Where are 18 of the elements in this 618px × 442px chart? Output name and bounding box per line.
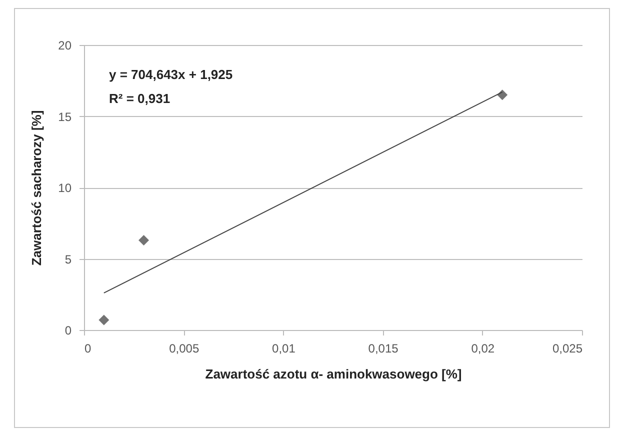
x-tick-label: 0,005 [169, 342, 200, 356]
y-axis-title: Zawartość sacharozy [%] [29, 110, 44, 266]
point [138, 234, 150, 246]
annotation: y = 704,643x + 1,925 [109, 67, 233, 82]
y-tick-label: 5 [64, 252, 72, 266]
x-tick-label: 0,02 [471, 342, 495, 356]
x-tick-label: 0,025 [552, 342, 583, 356]
x-tick-label: 0 [84, 342, 92, 356]
y-tick-label: 20 [58, 38, 72, 52]
x-tick-label: 0,015 [368, 342, 399, 356]
point [98, 314, 110, 326]
y-tick-label: 15 [58, 110, 72, 124]
x-axis-title: Zawartość azotu α- aminokwasowego [%] [205, 366, 462, 382]
point [497, 90, 508, 100]
x-tick-label: 0,01 [272, 342, 296, 356]
y-tick-label: 0 [64, 324, 72, 338]
annotation: R² = 0,931 [109, 91, 170, 106]
y-tick-label: 10 [58, 181, 72, 195]
